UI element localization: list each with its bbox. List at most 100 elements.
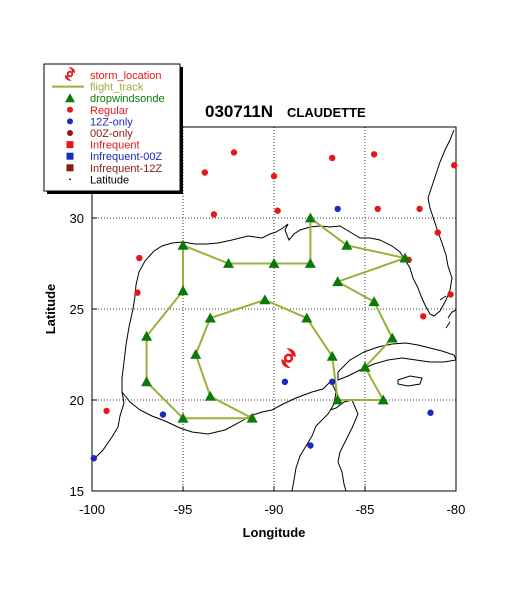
dropwindsonde-point bbox=[246, 412, 258, 423]
legend-hurricane-icon bbox=[64, 67, 76, 81]
dropwindsonde-point bbox=[304, 258, 316, 268]
x-tick-label: -80 bbox=[447, 502, 466, 517]
legend-square-icon bbox=[66, 164, 74, 172]
dropwindsonde-point bbox=[341, 239, 353, 250]
legend-item: dropwindsonde bbox=[65, 93, 165, 105]
x-tick-label: -85 bbox=[356, 502, 375, 517]
regular-station-point bbox=[420, 313, 427, 320]
x-tick-label: -100 bbox=[79, 502, 105, 517]
dropwindsonde-point bbox=[368, 296, 380, 307]
legend-label: storm_location bbox=[90, 70, 162, 82]
legend-dot-icon bbox=[69, 178, 71, 181]
regular-station-point bbox=[447, 291, 454, 298]
y-tick-label: 20 bbox=[70, 393, 84, 408]
legend-label: Latitude bbox=[90, 174, 129, 186]
bahamas-coastline bbox=[439, 295, 457, 329]
y-tick-label: 25 bbox=[70, 302, 84, 317]
twelve-z-station-point bbox=[281, 378, 289, 385]
regular-station-point bbox=[329, 154, 336, 162]
dropwindsonde-point bbox=[204, 312, 216, 323]
y-axis-label: Latitude bbox=[43, 284, 58, 335]
regular-station-point bbox=[450, 162, 458, 169]
regular-station-point bbox=[103, 407, 110, 415]
dropwindsonde-points bbox=[141, 212, 411, 423]
y-tick-labels: 15 20 25 30 bbox=[70, 211, 97, 499]
twelve-z-stations bbox=[90, 205, 434, 462]
twelve-z-station-point bbox=[427, 409, 434, 416]
dropwindsonde-point bbox=[386, 332, 398, 343]
dropwindsonde-point bbox=[141, 376, 153, 387]
x-tick-label: -90 bbox=[265, 502, 284, 517]
regular-station-point bbox=[434, 229, 441, 236]
regular-station-point bbox=[274, 207, 281, 214]
legend-label: Regular bbox=[90, 105, 129, 117]
twelve-z-station-point bbox=[90, 455, 98, 462]
dropwindsonde-point bbox=[332, 394, 344, 405]
storm-location-icon bbox=[281, 348, 296, 369]
dropwindsonde-point bbox=[204, 390, 216, 401]
dropwindsonde-point bbox=[223, 258, 234, 268]
x-axis-label: Longitude bbox=[243, 525, 306, 540]
y-tick-label: 15 bbox=[70, 484, 84, 499]
twelve-z-station-point bbox=[159, 411, 167, 418]
legend-circle-icon bbox=[67, 118, 73, 125]
dropwindsonde-point bbox=[304, 212, 316, 223]
dropwindsonde-point bbox=[377, 394, 389, 405]
legend: storm_locationflight_trackdropwindsondeR… bbox=[43, 63, 183, 194]
dropwindsonde-point bbox=[359, 361, 371, 372]
legend-label: Infrequent-00Z bbox=[90, 151, 162, 163]
x-tick-labels: -100 -95 -90 -85 -80 bbox=[79, 486, 465, 517]
regular-station-point bbox=[270, 172, 278, 180]
legend-items: storm_locationflight_trackdropwindsondeR… bbox=[52, 67, 165, 186]
dropwindsonde-point bbox=[399, 252, 411, 263]
legend-label: 12Z-only bbox=[90, 116, 133, 128]
legend-item: Infrequent-12Z bbox=[66, 163, 162, 175]
regular-station-point bbox=[134, 289, 141, 296]
legend-item: storm_location bbox=[64, 67, 162, 82]
legend-square-icon bbox=[66, 141, 74, 149]
title-storm-id: 030711N bbox=[205, 102, 273, 121]
central-america-coastline bbox=[329, 399, 359, 492]
legend-label: Infrequent bbox=[90, 140, 140, 152]
legend-triangle-icon bbox=[65, 93, 75, 103]
legend-item: Latitude bbox=[69, 174, 129, 186]
legend-item: 12Z-only bbox=[67, 116, 133, 128]
twelve-z-station-point bbox=[334, 205, 341, 213]
regular-station-point bbox=[201, 169, 209, 176]
legend-item: Infrequent bbox=[66, 140, 140, 152]
dropwindsonde-point bbox=[177, 285, 189, 296]
regular-station-point bbox=[416, 205, 423, 213]
yucatan-coastline bbox=[121, 380, 337, 492]
legend-circle-icon bbox=[67, 130, 73, 136]
regular-station-point bbox=[136, 254, 143, 262]
dropwindsonde-point bbox=[301, 312, 313, 323]
dropwindsonde-point bbox=[177, 239, 189, 250]
legend-label: Infrequent-12Z bbox=[90, 163, 162, 175]
title-storm-name: CLAUDETTE bbox=[287, 105, 366, 120]
dropwindsonde-point bbox=[259, 294, 271, 305]
y-tick-label: 30 bbox=[70, 211, 84, 226]
dropwindsonde-point bbox=[177, 412, 189, 423]
regular-station-point bbox=[374, 205, 381, 213]
legend-square-icon bbox=[66, 152, 74, 160]
dropwindsonde-point bbox=[326, 350, 338, 361]
legend-label: 00Z-only bbox=[90, 128, 133, 140]
regular-station-point bbox=[210, 211, 218, 218]
dropwindsonde-point bbox=[332, 276, 344, 287]
legend-label: flight_track bbox=[90, 82, 144, 94]
legend-label: dropwindsonde bbox=[90, 93, 165, 105]
x-tick-label: -95 bbox=[174, 502, 193, 517]
legend-circle-icon bbox=[67, 106, 73, 113]
legend-item: flight_track bbox=[52, 82, 144, 94]
regular-station-point bbox=[370, 151, 378, 158]
legend-item: Infrequent-00Z bbox=[66, 151, 162, 163]
regular-station-point bbox=[230, 149, 238, 156]
legend-item: Regular bbox=[67, 105, 129, 117]
storm-location-marker bbox=[281, 348, 296, 369]
twelve-z-station-point bbox=[307, 442, 314, 449]
twelve-z-station-point bbox=[329, 378, 336, 385]
dropwindsonde-point bbox=[141, 330, 153, 341]
jamaica-coastline bbox=[397, 375, 423, 387]
dropwindsonde-point bbox=[190, 349, 202, 359]
